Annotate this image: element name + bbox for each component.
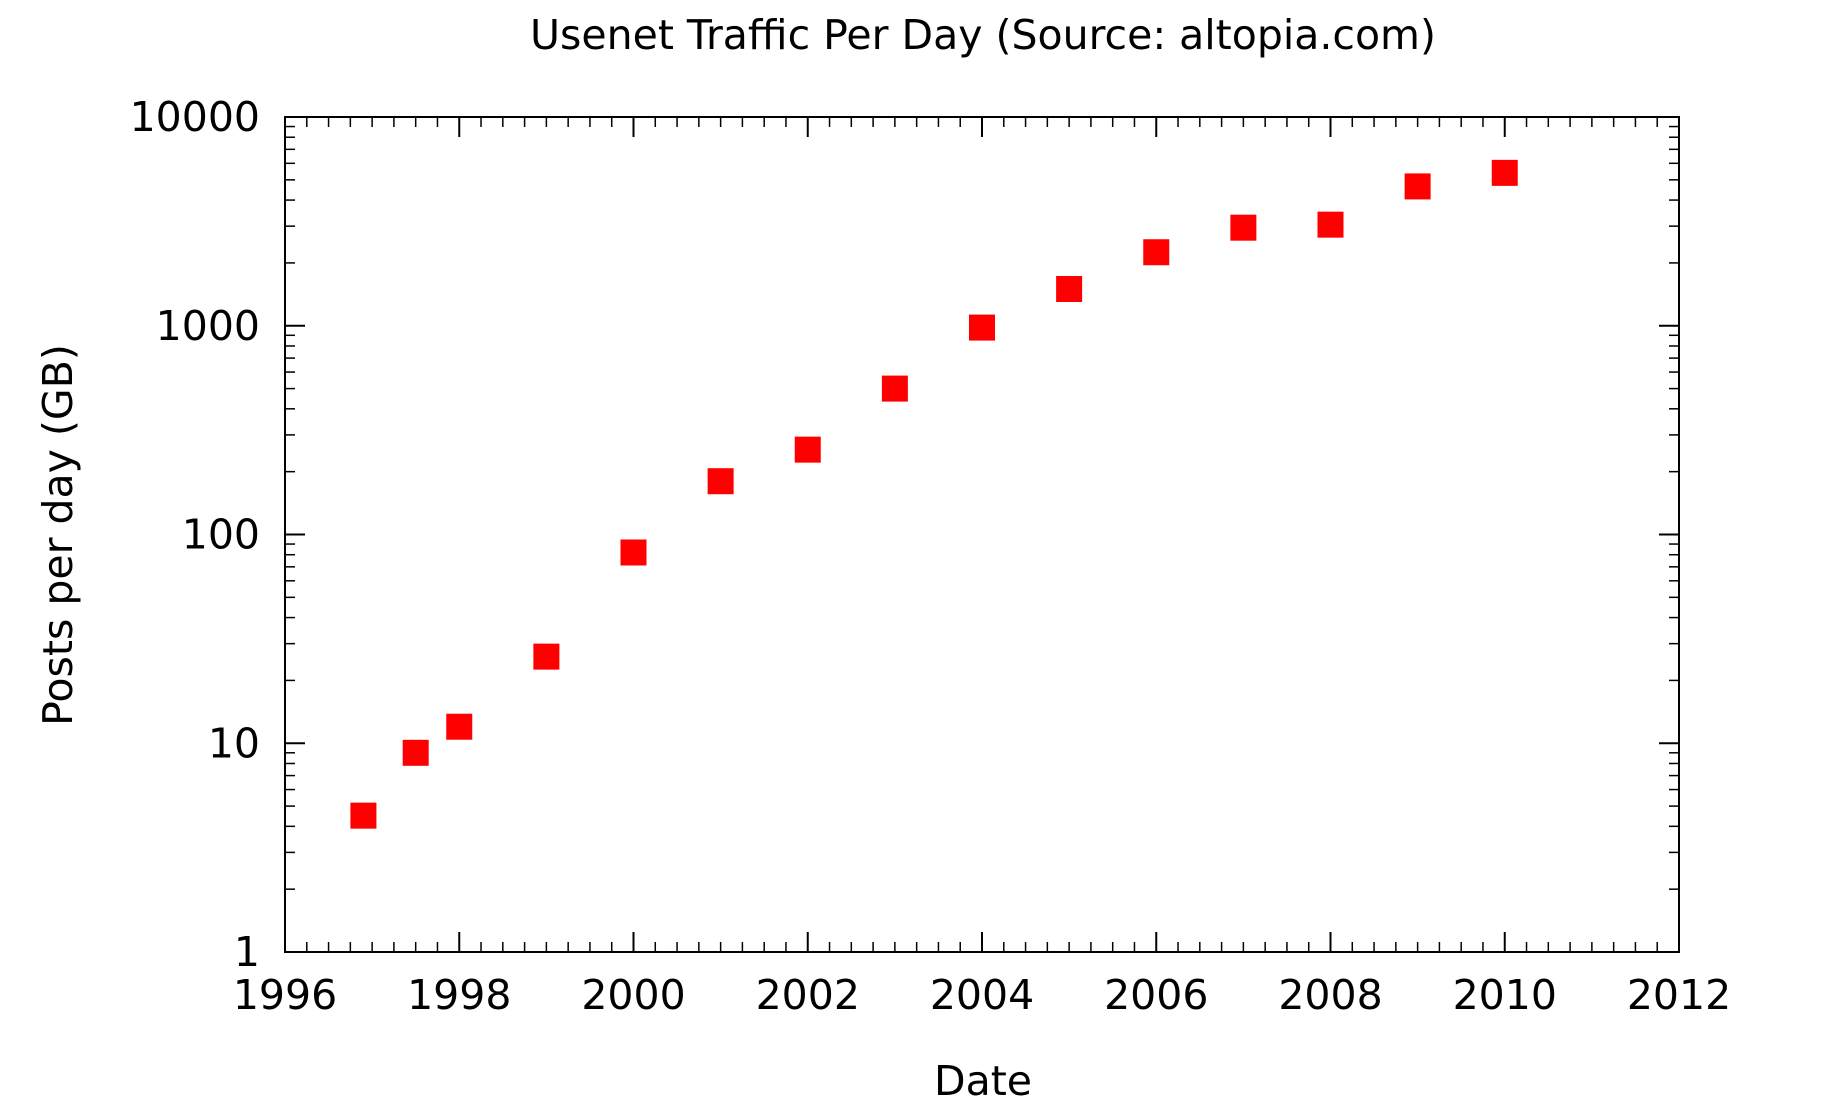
y-tick-label: 10 (208, 719, 260, 767)
x-tick-label: 2012 (1627, 971, 1731, 1019)
data-point (1230, 214, 1257, 241)
x-tick-label: 2008 (1278, 971, 1382, 1019)
y-tick-label: 100 (182, 511, 260, 559)
data-point (794, 436, 821, 463)
y-axis: 1 10 100 1000 10000 (130, 93, 1679, 976)
data-point (1056, 275, 1083, 302)
x-tick-label: 2010 (1453, 971, 1557, 1019)
y-tick-label: 1 (234, 928, 260, 976)
data-point (707, 468, 734, 495)
data-point (446, 713, 473, 740)
data-point (533, 643, 560, 670)
y-tick-label: 1000 (156, 302, 260, 350)
data-point (881, 375, 908, 402)
x-axis-label: Date (934, 1057, 1032, 1104)
y-axis-label: Posts per day (GB) (34, 344, 82, 726)
data-series (350, 159, 1518, 829)
chart-title: Usenet Traffic Per Day (Source: altopia.… (530, 11, 1436, 59)
y-tick-label: 10000 (130, 93, 260, 141)
x-tick-label: 2000 (581, 971, 685, 1019)
plot-area (284, 116, 1680, 953)
x-tick-label: 2006 (1104, 971, 1208, 1019)
data-point (402, 739, 429, 766)
data-point (969, 314, 995, 341)
data-point (350, 802, 377, 829)
x-tick-label: 1998 (407, 971, 511, 1019)
data-point (620, 539, 647, 566)
data-point (1143, 239, 1170, 266)
x-tick-label: 1996 (233, 971, 337, 1019)
data-point (1404, 173, 1431, 200)
x-tick-label: 2002 (756, 971, 860, 1019)
minor-ticks (285, 117, 1679, 952)
data-point (1317, 211, 1344, 238)
data-point (1491, 159, 1518, 186)
x-axis: 1996 1998 2000 2002 2004 2006 2008 2010 2012 (233, 117, 1731, 1019)
x-tick-label: 2004 (930, 971, 1034, 1019)
